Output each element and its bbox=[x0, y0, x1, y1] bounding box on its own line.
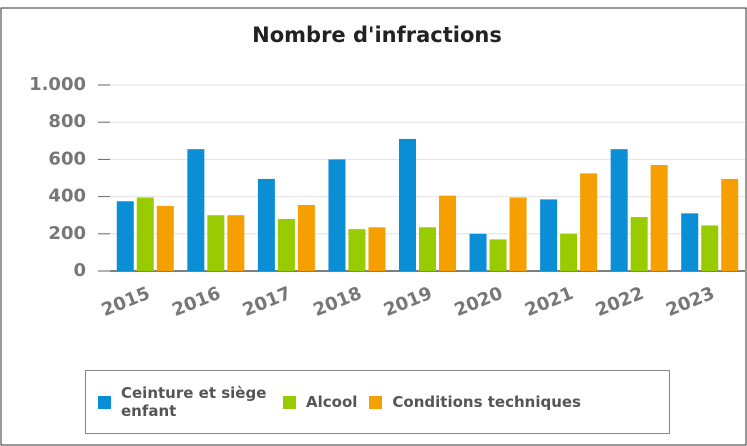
bar bbox=[580, 173, 598, 271]
bar bbox=[399, 138, 416, 271]
bar bbox=[116, 201, 134, 271]
legend-label: Conditions techniques bbox=[392, 393, 581, 411]
bar bbox=[650, 164, 668, 271]
x-tick-label: 2022 bbox=[593, 283, 647, 321]
bar bbox=[348, 229, 366, 271]
legend-label: Alcool bbox=[306, 393, 358, 411]
legend-item: Conditions techniques bbox=[369, 393, 581, 411]
y-tick-label: 200 bbox=[48, 223, 86, 244]
bar bbox=[227, 215, 245, 271]
legend-swatch bbox=[283, 395, 296, 409]
bar bbox=[277, 218, 295, 271]
x-tick-label: 2015 bbox=[99, 283, 153, 321]
bar bbox=[540, 199, 558, 271]
x-tick-label: 2023 bbox=[663, 283, 717, 321]
y-tick-label: 600 bbox=[48, 148, 86, 169]
legend: Ceinture et siège enfant Alcool Conditions… bbox=[85, 370, 670, 434]
y-tick-label: 1.000 bbox=[29, 74, 86, 95]
bar bbox=[257, 178, 275, 271]
x-tick-label: 2016 bbox=[169, 283, 223, 321]
bar bbox=[721, 178, 739, 271]
legend-swatch bbox=[369, 395, 383, 409]
bar bbox=[681, 213, 699, 271]
x-tick-label: 2021 bbox=[522, 283, 576, 321]
legend-label: Ceinture et siège enfant bbox=[121, 384, 267, 420]
y-tick-label: 800 bbox=[48, 111, 86, 132]
y-tick-label: 0 bbox=[73, 260, 86, 281]
bar bbox=[419, 227, 436, 271]
bar bbox=[439, 195, 456, 271]
legend-swatch bbox=[98, 395, 111, 409]
bar bbox=[469, 233, 487, 271]
bar bbox=[560, 233, 578, 271]
x-tick-label: 2018 bbox=[310, 283, 364, 321]
legend-item: Ceinture et siège enfant bbox=[98, 384, 271, 420]
bar bbox=[701, 225, 719, 271]
x-tick-label: 2020 bbox=[451, 283, 505, 321]
x-tick-label: 2019 bbox=[381, 283, 435, 321]
y-tick-label: 400 bbox=[48, 186, 86, 207]
bar bbox=[136, 197, 154, 271]
bar bbox=[156, 205, 174, 271]
bar bbox=[489, 239, 507, 271]
bar bbox=[187, 149, 205, 271]
legend-item: Alcool bbox=[283, 393, 357, 411]
bar bbox=[368, 227, 386, 271]
bar bbox=[328, 159, 346, 271]
frame bbox=[0, 7, 747, 446]
bar bbox=[207, 215, 225, 271]
chart-title: Nombre d'infractions bbox=[252, 23, 502, 47]
bar bbox=[509, 197, 527, 271]
bar bbox=[610, 149, 628, 271]
x-tick-label: 2017 bbox=[240, 283, 294, 321]
bar bbox=[297, 204, 315, 271]
bar bbox=[630, 217, 648, 271]
